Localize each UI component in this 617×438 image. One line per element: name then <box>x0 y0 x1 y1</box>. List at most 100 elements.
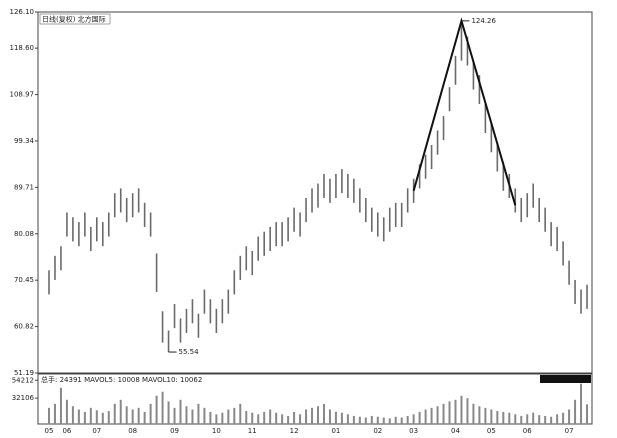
volume-bar <box>424 409 427 424</box>
volume-bar <box>287 415 290 424</box>
volume-bar <box>484 407 487 424</box>
volume-bar <box>275 412 278 424</box>
volume-bar <box>305 409 308 424</box>
volume-bar <box>412 414 415 424</box>
trend-line <box>412 17 517 206</box>
volume-bar <box>53 403 56 424</box>
volume-bar <box>197 403 200 424</box>
volume-bar <box>454 399 457 424</box>
volume-bar <box>532 412 535 424</box>
x-tick-label: 02 <box>373 427 382 435</box>
volume-bar <box>388 418 391 424</box>
volume-bar <box>209 411 212 424</box>
volume-bar <box>233 407 236 424</box>
volume-bar <box>538 415 541 424</box>
volume-bar <box>382 417 385 424</box>
volume-bar <box>155 395 158 424</box>
x-tick-label: 03 <box>409 427 418 435</box>
volume-bar <box>77 409 80 424</box>
volume-bar <box>71 406 74 424</box>
panel-toolbar <box>540 375 591 383</box>
volume-bar <box>179 399 182 424</box>
y-tick-label: 108.97 <box>10 91 35 99</box>
volume-bar <box>478 406 481 424</box>
volume-bar <box>137 407 140 424</box>
volume-bar <box>340 412 343 424</box>
volume-bar <box>436 406 439 424</box>
volume-tick-label: 54212 <box>12 376 34 384</box>
volume-bar <box>293 411 296 424</box>
volume-bar <box>334 411 337 424</box>
y-tick-label: 60.82 <box>14 323 34 331</box>
x-tick-label: 10 <box>212 427 221 435</box>
y-tick-label: 70.45 <box>14 276 34 284</box>
volume-bar <box>346 414 349 424</box>
volume-bar <box>490 409 493 424</box>
volume-bar <box>352 415 355 424</box>
volume-bar <box>131 409 134 424</box>
y-tick-label: 89.71 <box>14 183 34 191</box>
volume-bar <box>263 411 266 424</box>
volume-bar <box>568 409 571 424</box>
volume-bar <box>227 409 230 424</box>
volume-bar <box>113 403 116 424</box>
volume-bar <box>328 409 331 424</box>
x-tick-label: 09 <box>170 427 179 435</box>
volume-bar <box>556 414 559 424</box>
volume-bar <box>245 411 248 424</box>
chart-title: 日线(复权) 北方国际 <box>42 15 106 24</box>
volume-bar <box>143 411 146 424</box>
y-tick-label: 126.10 <box>10 8 35 16</box>
volume-bar <box>239 403 242 424</box>
volume-bar <box>317 406 319 424</box>
volume-bar <box>496 411 499 424</box>
volume-bar <box>281 414 284 424</box>
volume-legend: 总手: 24391 MAVOL5: 10008 MAVOL10: 10062 <box>41 375 202 384</box>
volume-bar <box>370 415 373 424</box>
volume-bar <box>299 414 302 424</box>
volume-bar <box>508 412 511 424</box>
x-tick-label: 04 <box>451 427 460 435</box>
y-tick-label: 99.34 <box>14 137 35 145</box>
y-tick-label: 51.19 <box>14 369 34 377</box>
volume-bar <box>376 416 379 424</box>
volume-bar <box>520 415 523 424</box>
volume-bar <box>430 407 433 424</box>
volume-bar <box>107 411 110 424</box>
volume-bar <box>251 412 254 424</box>
x-tick-label: 11 <box>248 427 257 435</box>
x-tick-label: 07 <box>92 427 101 435</box>
volume-bar <box>167 401 170 424</box>
volume-bar <box>442 403 445 424</box>
volume-bar <box>526 414 529 424</box>
volume-bar <box>311 407 314 424</box>
volume-bar <box>400 417 403 424</box>
x-tick-label: 05 <box>45 427 54 435</box>
peak-label: 124.26 <box>471 17 496 25</box>
volume-bar <box>101 412 104 424</box>
x-tick-label: 08 <box>128 427 137 435</box>
x-tick-label: 01 <box>331 427 340 435</box>
volume-bar <box>185 406 188 424</box>
x-tick-label: 06 <box>523 427 532 435</box>
volume-bar <box>59 387 62 424</box>
volume-bar <box>161 391 164 424</box>
volume-bar <box>514 414 517 424</box>
volume-tick-label: 32106 <box>12 394 35 402</box>
price-panel <box>37 11 593 374</box>
y-tick-label: 80.08 <box>14 230 34 238</box>
volume-bar <box>191 409 194 424</box>
volume-bar <box>47 407 50 424</box>
volume-bar <box>418 411 421 424</box>
x-tick-label: 07 <box>565 427 574 435</box>
volume-bar <box>580 383 583 424</box>
volume-bar <box>550 416 553 424</box>
x-tick-label: 05 <box>487 427 496 435</box>
volume-bar <box>574 399 577 424</box>
volume-bar <box>364 417 367 424</box>
volume-bar <box>394 416 397 424</box>
title-box <box>39 13 111 25</box>
volume-bar <box>149 403 152 424</box>
volume-bar <box>65 399 68 424</box>
